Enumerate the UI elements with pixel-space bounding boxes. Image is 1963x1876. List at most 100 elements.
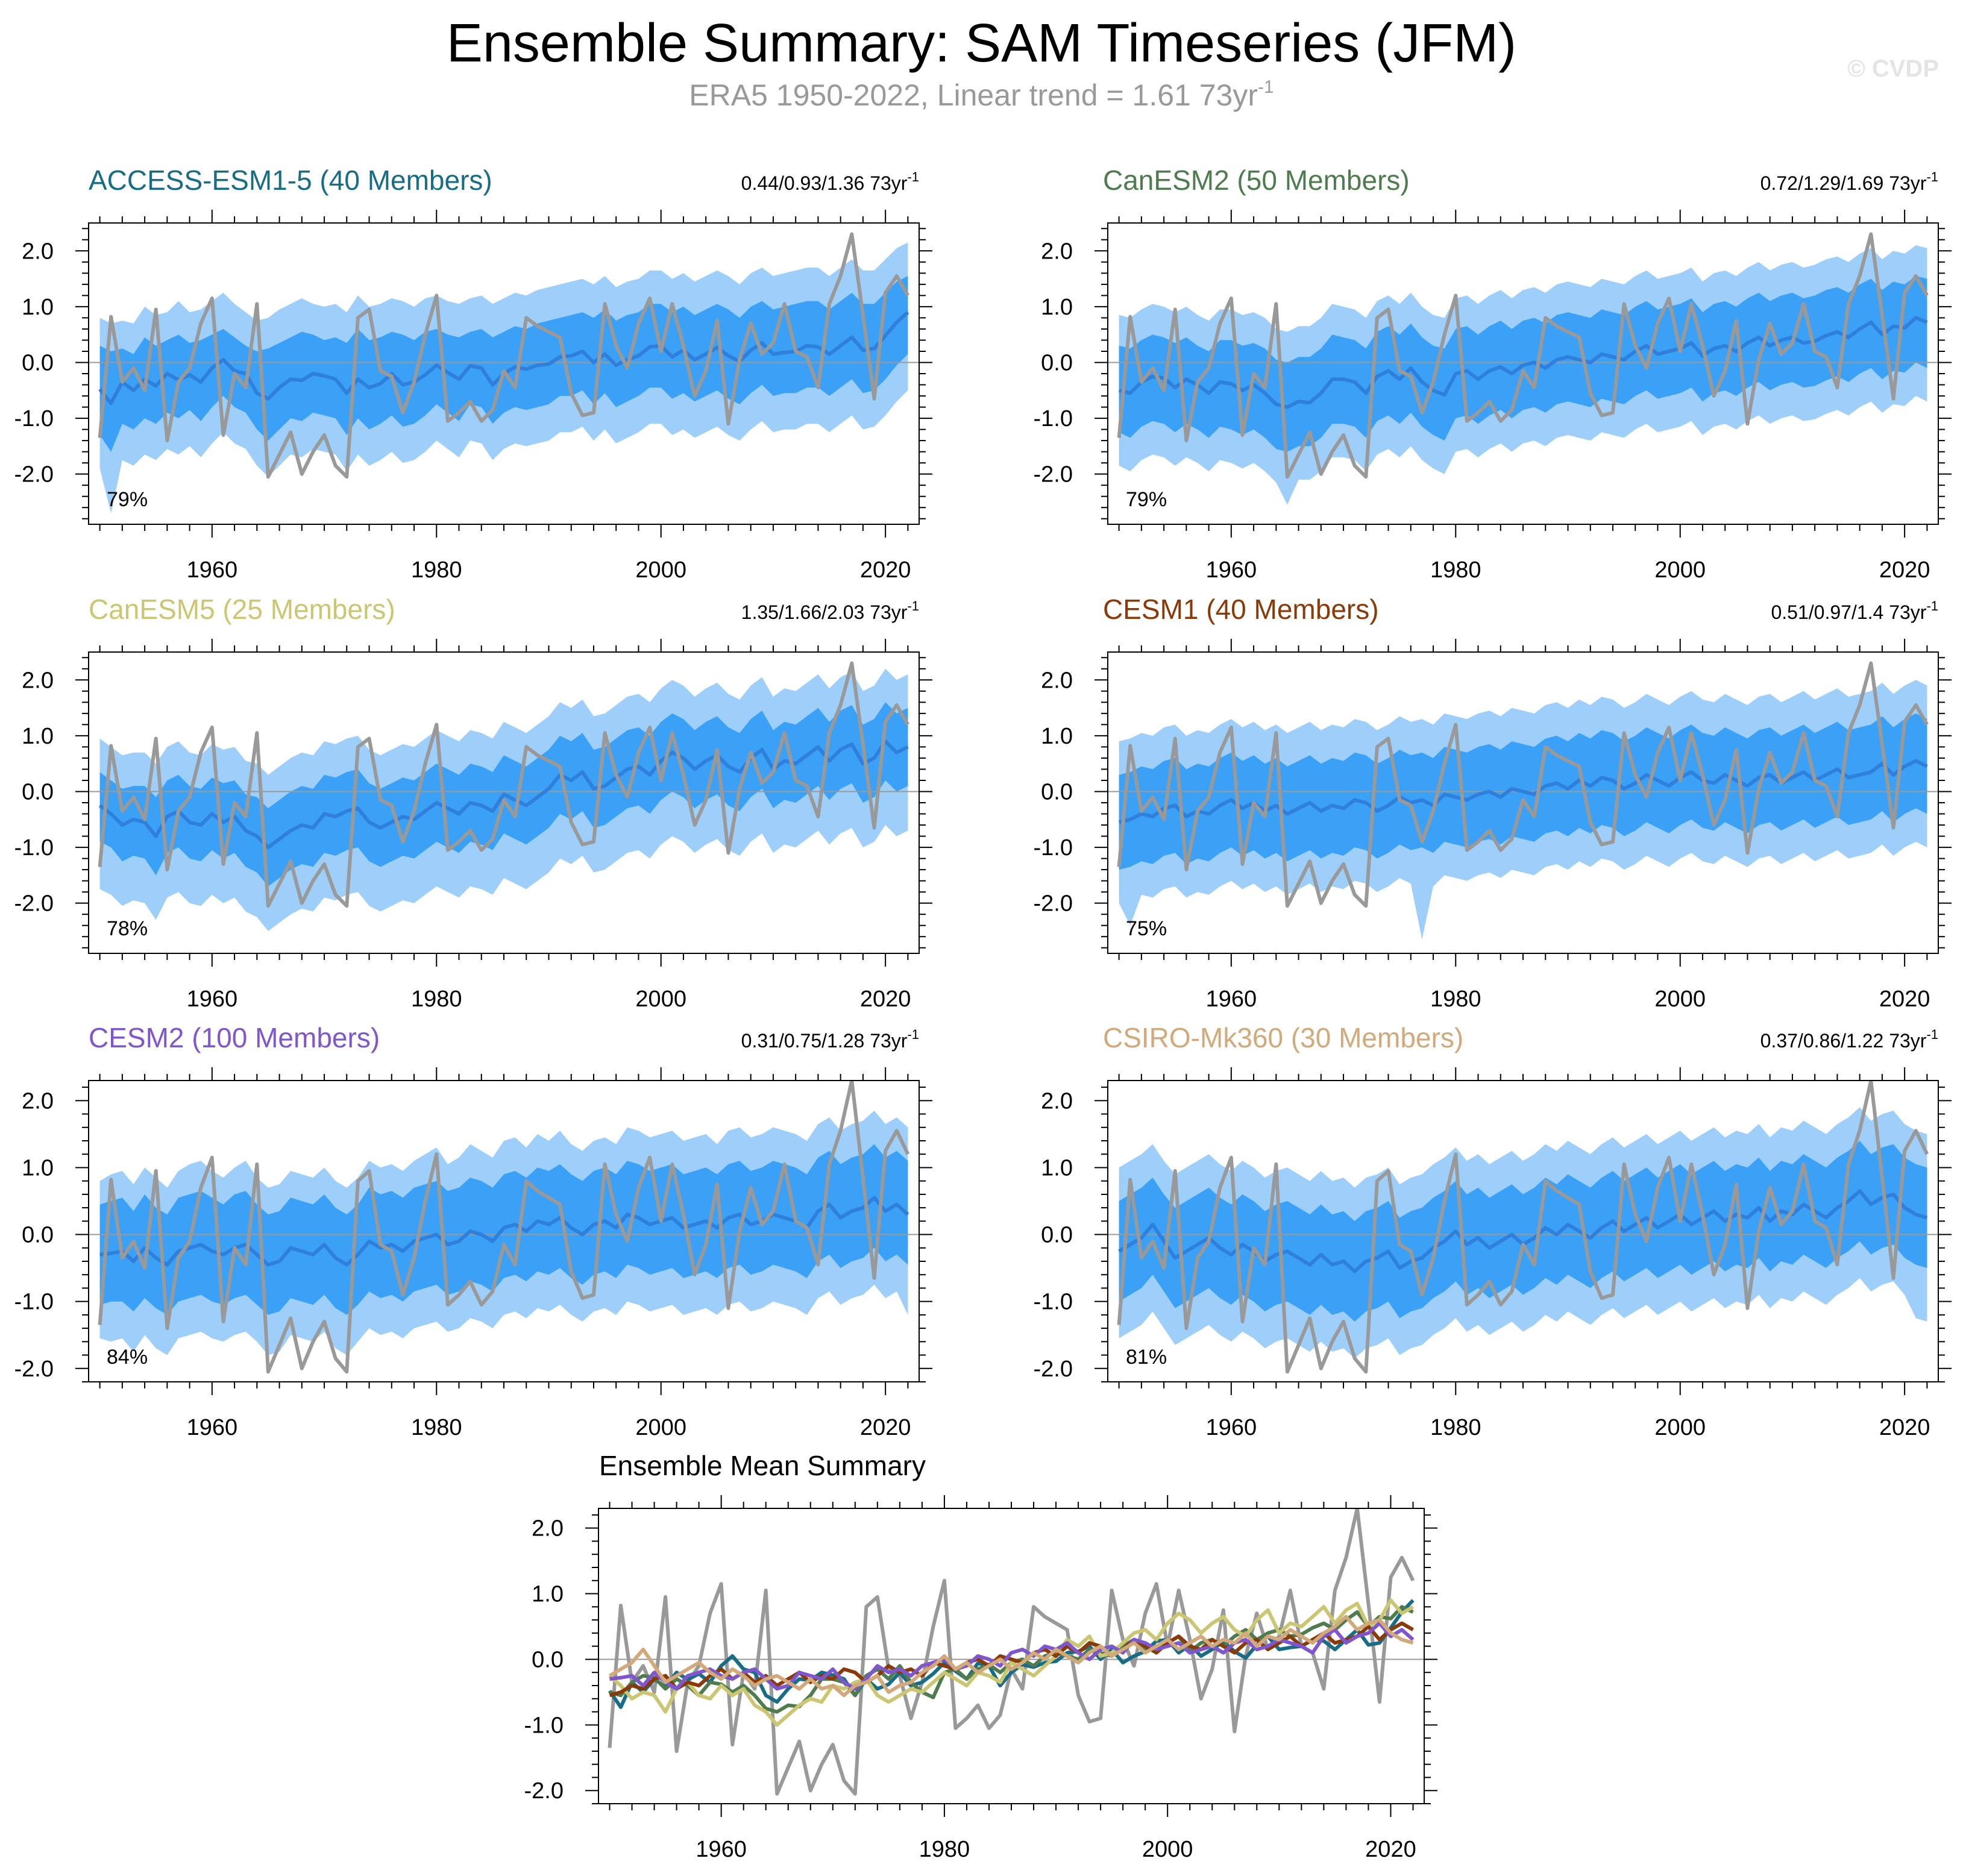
- panel-title: CSIRO-Mk360 (30 Members): [1103, 1022, 1463, 1053]
- figure-subtitle: ERA5 1950-2022, Linear trend = 1.61 73yr…: [0, 77, 1963, 113]
- panel-title: ACCESS-ESM1-5 (40 Members): [89, 165, 492, 196]
- x-tick-label: 1960: [1206, 557, 1257, 583]
- x-tick-label: 2020: [860, 1415, 911, 1440]
- y-tick-label: -1.0: [1034, 406, 1073, 431]
- trend-value: 0.51/0.97/1.4 73yr: [1771, 601, 1926, 623]
- y-tick-label: 0.0: [1041, 1223, 1073, 1248]
- x-tick-label: 1980: [1430, 557, 1481, 583]
- model-mean-line-access: [608, 1599, 1415, 1709]
- figure-title: Ensemble Summary: SAM Timeseries (JFM): [446, 13, 1517, 74]
- y-tick-label: 0.0: [22, 350, 54, 375]
- trend-label: 0.37/0.86/1.22 73yr-1: [1760, 1027, 1938, 1052]
- y-tick-label: -1.0: [1034, 1290, 1073, 1315]
- trend-label: 0.44/0.93/1.36 73yr-1: [741, 169, 919, 194]
- y-tick-label: 0.0: [22, 779, 54, 805]
- y-tick-label: -2.0: [14, 462, 54, 488]
- y-tick-label: -1.0: [1034, 835, 1073, 861]
- y-tick-label: 2.0: [1041, 239, 1073, 264]
- plot-area: [89, 232, 919, 513]
- trend-superscript: -1: [907, 598, 919, 613]
- chart-panel-canesm2: 1960 1980 2000 2020 2.0 1.0 0.0 -1.0 -2.0 CanESM2…: [1034, 165, 1952, 583]
- x-tick-label: 2000: [1142, 1837, 1193, 1862]
- y-tick-label: -1.0: [14, 406, 54, 431]
- observed-line: [98, 1081, 910, 1374]
- watermark: © CVDP: [1847, 55, 1939, 82]
- plot-area: [1108, 661, 1938, 940]
- x-tick-label: 1980: [411, 557, 462, 583]
- x-tick-label: 1960: [187, 557, 238, 583]
- y-tick-label: 2.0: [22, 1088, 54, 1114]
- plot-area: [89, 1081, 919, 1374]
- trend-superscript: -1: [907, 1027, 919, 1042]
- x-tick-label: 2020: [1879, 1415, 1930, 1440]
- y-tick-label: 1.0: [1041, 724, 1073, 749]
- y-tick-label: 2.0: [1041, 1088, 1073, 1114]
- inner-spread-band: [1119, 1141, 1927, 1322]
- x-tick-label: 1960: [1206, 987, 1257, 1012]
- observed-line: [1117, 661, 1929, 908]
- x-tick-label: 2020: [1879, 987, 1930, 1012]
- inner-spread-band: [99, 276, 908, 452]
- x-tick-label: 2020: [860, 987, 911, 1012]
- x-tick-label: 1980: [919, 1837, 970, 1862]
- panel-title: CanESM2 (50 Members): [1103, 165, 1410, 196]
- y-tick-label: -2.0: [14, 891, 54, 917]
- y-tick-label: 2.0: [1041, 668, 1073, 693]
- y-tick-label: -2.0: [524, 1778, 564, 1804]
- trend-value: 0.37/0.86/1.22 73yr: [1760, 1030, 1927, 1052]
- observed-line: [1117, 232, 1929, 479]
- percent-label: 79%: [1126, 488, 1167, 511]
- y-tick-label: 2.0: [532, 1516, 564, 1542]
- y-tick-label: -2.0: [1034, 462, 1073, 488]
- chart-panel-access: 1960 1980 2000 2020 2.0 1.0 0.0 -1.0 -2.0 ACCESS-…: [14, 165, 932, 583]
- percent-label: 81%: [1126, 1346, 1167, 1369]
- trend-value: 0.31/0.75/1.28 73yr: [741, 1030, 908, 1052]
- plot-area: [1108, 1081, 1938, 1374]
- subtitle-superscript: -1: [1258, 77, 1274, 97]
- x-tick-label: 1980: [411, 987, 462, 1012]
- percent-label: 78%: [107, 917, 148, 940]
- y-tick-label: -1.0: [524, 1713, 564, 1738]
- x-tick-label: 2000: [1654, 987, 1706, 1012]
- observed-line: [1117, 1081, 1929, 1374]
- y-tick-label: -1.0: [14, 1290, 54, 1315]
- plot-area: [1108, 232, 1938, 505]
- x-tick-label: 2000: [635, 1415, 686, 1440]
- x-tick-label: 2000: [1654, 557, 1706, 583]
- y-tick-label: -2.0: [1034, 891, 1073, 917]
- y-tick-label: 0.0: [22, 1223, 54, 1248]
- y-tick-label: 1.0: [22, 724, 54, 749]
- y-tick-label: 2.0: [22, 668, 54, 693]
- x-tick-label: 2020: [860, 557, 911, 583]
- x-tick-label: 2020: [1879, 557, 1930, 583]
- x-tick-label: 2000: [635, 987, 686, 1012]
- y-tick-label: 1.0: [22, 295, 54, 320]
- trend-value: 1.35/1.66/2.03 73yr: [741, 601, 908, 623]
- x-tick-label: 2020: [1365, 1837, 1416, 1862]
- model-mean-line-csiro: [608, 1614, 1414, 1698]
- y-tick-label: 2.0: [22, 239, 54, 264]
- y-tick-label: 1.0: [1041, 1155, 1073, 1181]
- x-tick-label: 1980: [1430, 1415, 1481, 1440]
- x-tick-label: 1960: [187, 1415, 238, 1440]
- panel-title: CESM1 (40 Members): [1103, 594, 1379, 625]
- chart-panel-canesm5: 1960 1980 2000 2020 2.0 1.0 0.0 -1.0 -2.0 CanESM5…: [14, 594, 932, 1012]
- percent-label: 75%: [1126, 917, 1167, 940]
- y-tick-label: 0.0: [1041, 350, 1073, 375]
- chart-panel-cesm2: 1960 1980 2000 2020 2.0 1.0 0.0 -1.0 -2.0 CESM2 (…: [14, 1022, 932, 1440]
- y-tick-label: 1.0: [1041, 295, 1073, 320]
- trend-label: 0.72/1.29/1.69 73yr-1: [1760, 169, 1938, 194]
- y-tick-label: 1.0: [532, 1582, 564, 1607]
- chart-panel-csiro: 1960 1980 2000 2020 2.0 1.0 0.0 -1.0 -2.0 CSIRO-M…: [1034, 1022, 1952, 1440]
- y-tick-label: 0.0: [532, 1647, 564, 1672]
- subtitle-text: ERA5 1950-2022, Linear trend = 1.61 73yr: [689, 78, 1258, 112]
- plot-frame: [598, 1508, 1425, 1804]
- percent-label: 84%: [107, 1346, 148, 1369]
- trend-value: 0.44/0.93/1.36 73yr: [741, 172, 908, 194]
- x-tick-label: 2000: [635, 557, 686, 583]
- trend-value: 0.72/1.29/1.69 73yr: [1760, 172, 1927, 194]
- x-tick-label: 1960: [696, 1837, 747, 1862]
- trend-superscript: -1: [1926, 169, 1938, 184]
- x-tick-label: 1960: [187, 987, 238, 1012]
